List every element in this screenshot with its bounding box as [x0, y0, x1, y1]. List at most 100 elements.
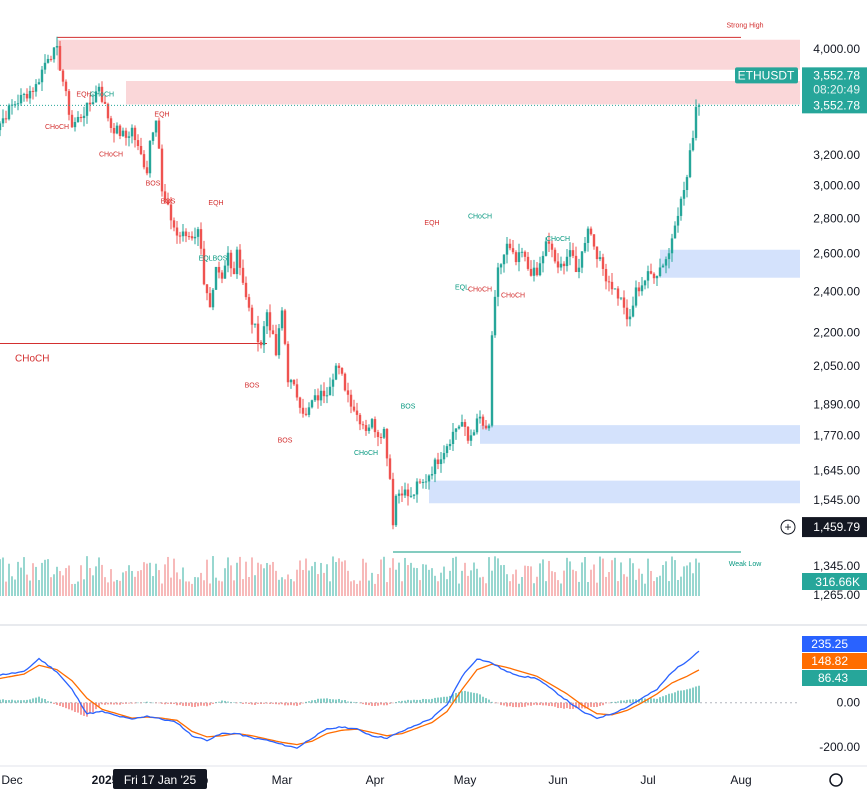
structure-label: CHoCH [546, 236, 570, 243]
candle-body [463, 422, 467, 427]
structure-label: BOS [161, 198, 176, 205]
volume-bar [674, 560, 676, 596]
macd-hist-bar [263, 702, 265, 704]
volume-bar [470, 570, 472, 596]
candle-body [517, 252, 521, 263]
candle-body [547, 241, 551, 244]
volume-bar [620, 562, 622, 596]
macd-hist-bar [59, 702, 61, 706]
macd-hist-bar [563, 702, 565, 709]
volume-bar [416, 568, 418, 596]
macd-hist-bar [296, 702, 298, 706]
volume-bar [389, 567, 391, 596]
volume-bar [698, 562, 700, 596]
macd-pane[interactable] [0, 650, 800, 749]
candle-body [364, 425, 368, 431]
macd-hist-bar [503, 702, 505, 706]
candle-body [544, 241, 548, 256]
volume-bar [479, 577, 481, 596]
volume-bar [5, 581, 7, 596]
candle-body [28, 90, 32, 99]
candle-body [379, 437, 383, 439]
macd-hist-bar [347, 701, 349, 703]
candle-body [535, 267, 539, 276]
macd-hist-bar [401, 700, 403, 703]
macd-hist-bar [383, 702, 385, 706]
macd-hist-bar [632, 699, 634, 703]
macd-line [0, 650, 700, 749]
volume-bar [44, 559, 46, 596]
macd-hist-bar [242, 702, 244, 704]
volume-bar [179, 579, 181, 596]
candle-body [7, 105, 11, 120]
volume-bar [74, 583, 76, 596]
candle-body [22, 93, 26, 95]
macd-hist-bar [215, 702, 217, 703]
volume-bar [554, 572, 556, 596]
candle-body [403, 489, 407, 496]
candle-body [301, 407, 305, 414]
volume-bar [41, 562, 43, 596]
volume-bar [80, 565, 82, 596]
candle-body [574, 255, 578, 273]
candle-body [667, 253, 671, 260]
candle-body [553, 249, 557, 262]
settings-gear-icon[interactable] [829, 773, 843, 787]
candles-layer[interactable] [0, 36, 701, 530]
volume-bar [521, 577, 523, 596]
volume-bar [215, 577, 217, 596]
volume-bar [104, 577, 106, 596]
volume-bar [491, 570, 493, 596]
price-axis[interactable]: 4,000.00 3,200.00 3,000.00 2,800.00 2,600.00… [813, 42, 860, 754]
macd-hist-bar [602, 702, 604, 706]
candle-body [523, 251, 527, 257]
volume-bar [428, 569, 430, 596]
candle-body [469, 435, 473, 441]
macd-hist-bar [260, 702, 262, 704]
volume-layer [0, 556, 700, 596]
macd-hist-bar [119, 702, 121, 705]
macd-signal-line [0, 663, 700, 746]
candle-body [655, 275, 659, 279]
volume-bar [425, 564, 427, 596]
current-price-value: 3,552.78 [813, 68, 860, 82]
volume-bar [17, 561, 19, 596]
candle-body [16, 103, 20, 105]
volume-bar [611, 560, 613, 596]
macd-hist-bar [545, 702, 547, 706]
candle-body [91, 102, 95, 105]
volume-bar [368, 580, 370, 596]
macd-hist-bar [107, 702, 109, 705]
time-axis[interactable]: Dec2025FebMarAprMayJunJulAugFri 17 Jan '… [1, 769, 843, 789]
volume-bar [476, 568, 478, 596]
macd-hist-bar [698, 685, 700, 703]
candle-body [616, 288, 620, 299]
candle-body [163, 191, 167, 200]
volume-bar [689, 562, 691, 596]
levels-layer: Strong High CHoCH Weak Low [0, 22, 764, 568]
add-alert-icon[interactable] [780, 519, 796, 535]
time-tick: Mar [272, 773, 293, 787]
macd-hist-bar [527, 702, 529, 706]
volume-bar [617, 581, 619, 596]
candle-body [508, 243, 512, 249]
volume-bar [371, 572, 373, 596]
macd-hist-bar [404, 700, 406, 703]
candle-body [49, 58, 53, 60]
macd-hist-bar [35, 697, 37, 703]
candle-body [355, 410, 359, 415]
macd-hist-bar [134, 702, 136, 704]
volume-bar [269, 564, 271, 596]
macd-hist-bar [8, 700, 10, 703]
macd-hist-bar [422, 698, 424, 703]
macd-hist-bar [443, 696, 445, 703]
macd-hist-bar [497, 702, 499, 704]
volume-bar [290, 579, 292, 596]
candle-body [499, 264, 503, 268]
macd-badge: 148.82 [811, 654, 848, 668]
volume-bar [101, 564, 103, 596]
volume-badge: 316.66K [815, 575, 860, 589]
